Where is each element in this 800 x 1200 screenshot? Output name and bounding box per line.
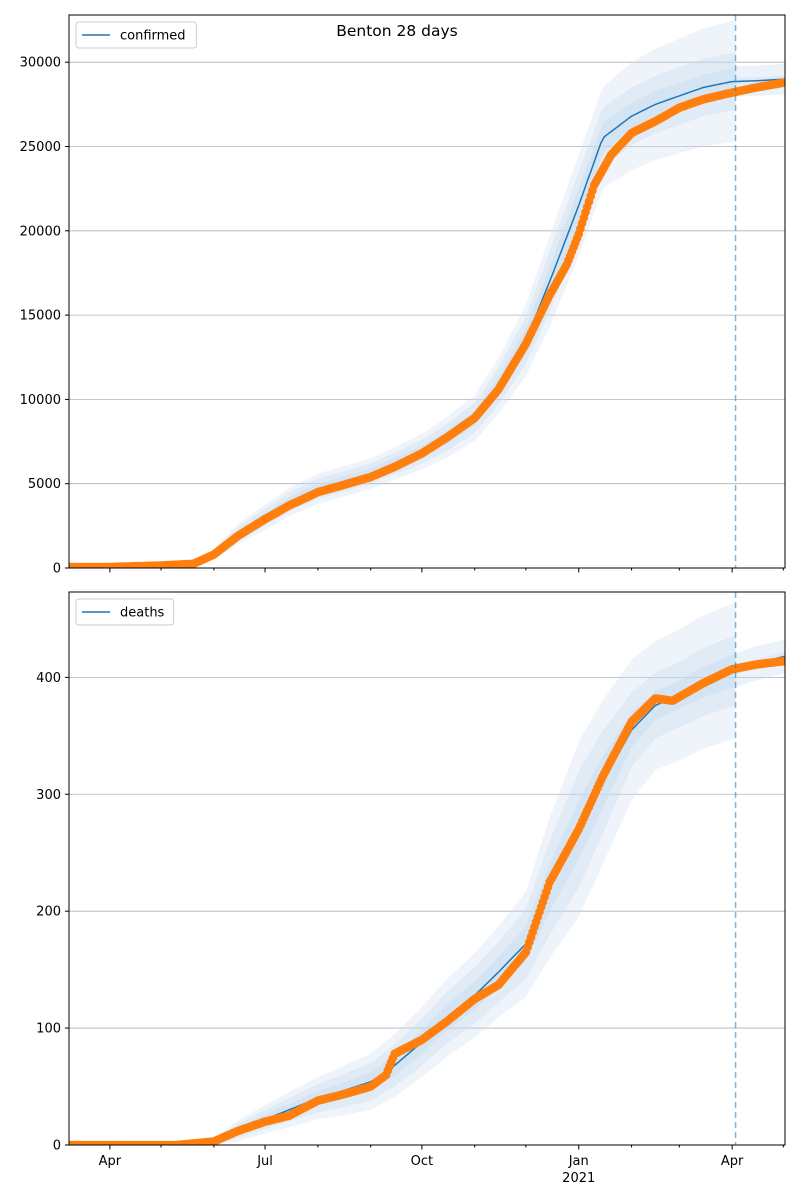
figure: Benton 28 days 0 5000 10000 15000 20000 25000… — [0, 0, 800, 1200]
y-tick-label: 400 — [36, 671, 61, 686]
y-tick-label: 30000 — [20, 56, 61, 71]
y-tick-label: 15000 — [20, 309, 61, 324]
figure-title: Benton 28 days — [336, 22, 458, 40]
deaths-panel: 0 100 200 300 400 Apr Jul Oct Jan 2021 Apr deaths — [36, 592, 789, 1186]
legend-label: deaths — [120, 606, 165, 621]
plot-area — [65, 21, 790, 572]
x-tick-label: Apr — [721, 1154, 744, 1169]
x-axis — [110, 568, 783, 573]
x-tick-label: Apr — [99, 1154, 122, 1169]
y-tick-label: 20000 — [20, 224, 61, 239]
y-tick-label: 0 — [53, 562, 61, 577]
x-tick-label: Jul — [256, 1154, 273, 1169]
y-tick-label: 25000 — [20, 140, 61, 155]
y-tick-label: 0 — [53, 1139, 61, 1154]
confirmed-panel: 0 5000 10000 15000 20000 25000 30000 confirmed — [20, 15, 790, 577]
x-tick-label: Oct — [411, 1154, 433, 1169]
plot-area — [65, 603, 790, 1150]
y-tick-label: 100 — [36, 1022, 61, 1037]
y-tick-label: 300 — [36, 788, 61, 803]
x-axis: Apr Jul Oct Jan 2021 Apr — [99, 1145, 784, 1186]
legend: confirmed — [76, 22, 196, 48]
legend: deaths — [76, 599, 174, 625]
x-tick-sublabel: 2021 — [562, 1171, 595, 1186]
x-tick-label: Jan — [568, 1154, 589, 1169]
y-tick-label: 10000 — [20, 393, 61, 408]
legend-label: confirmed — [120, 29, 186, 44]
y-tick-label: 5000 — [28, 477, 61, 492]
y-tick-label: 200 — [36, 905, 61, 920]
y-axis: 0 5000 10000 15000 20000 25000 30000 — [20, 56, 69, 577]
y-axis: 0 100 200 300 400 — [36, 671, 69, 1154]
